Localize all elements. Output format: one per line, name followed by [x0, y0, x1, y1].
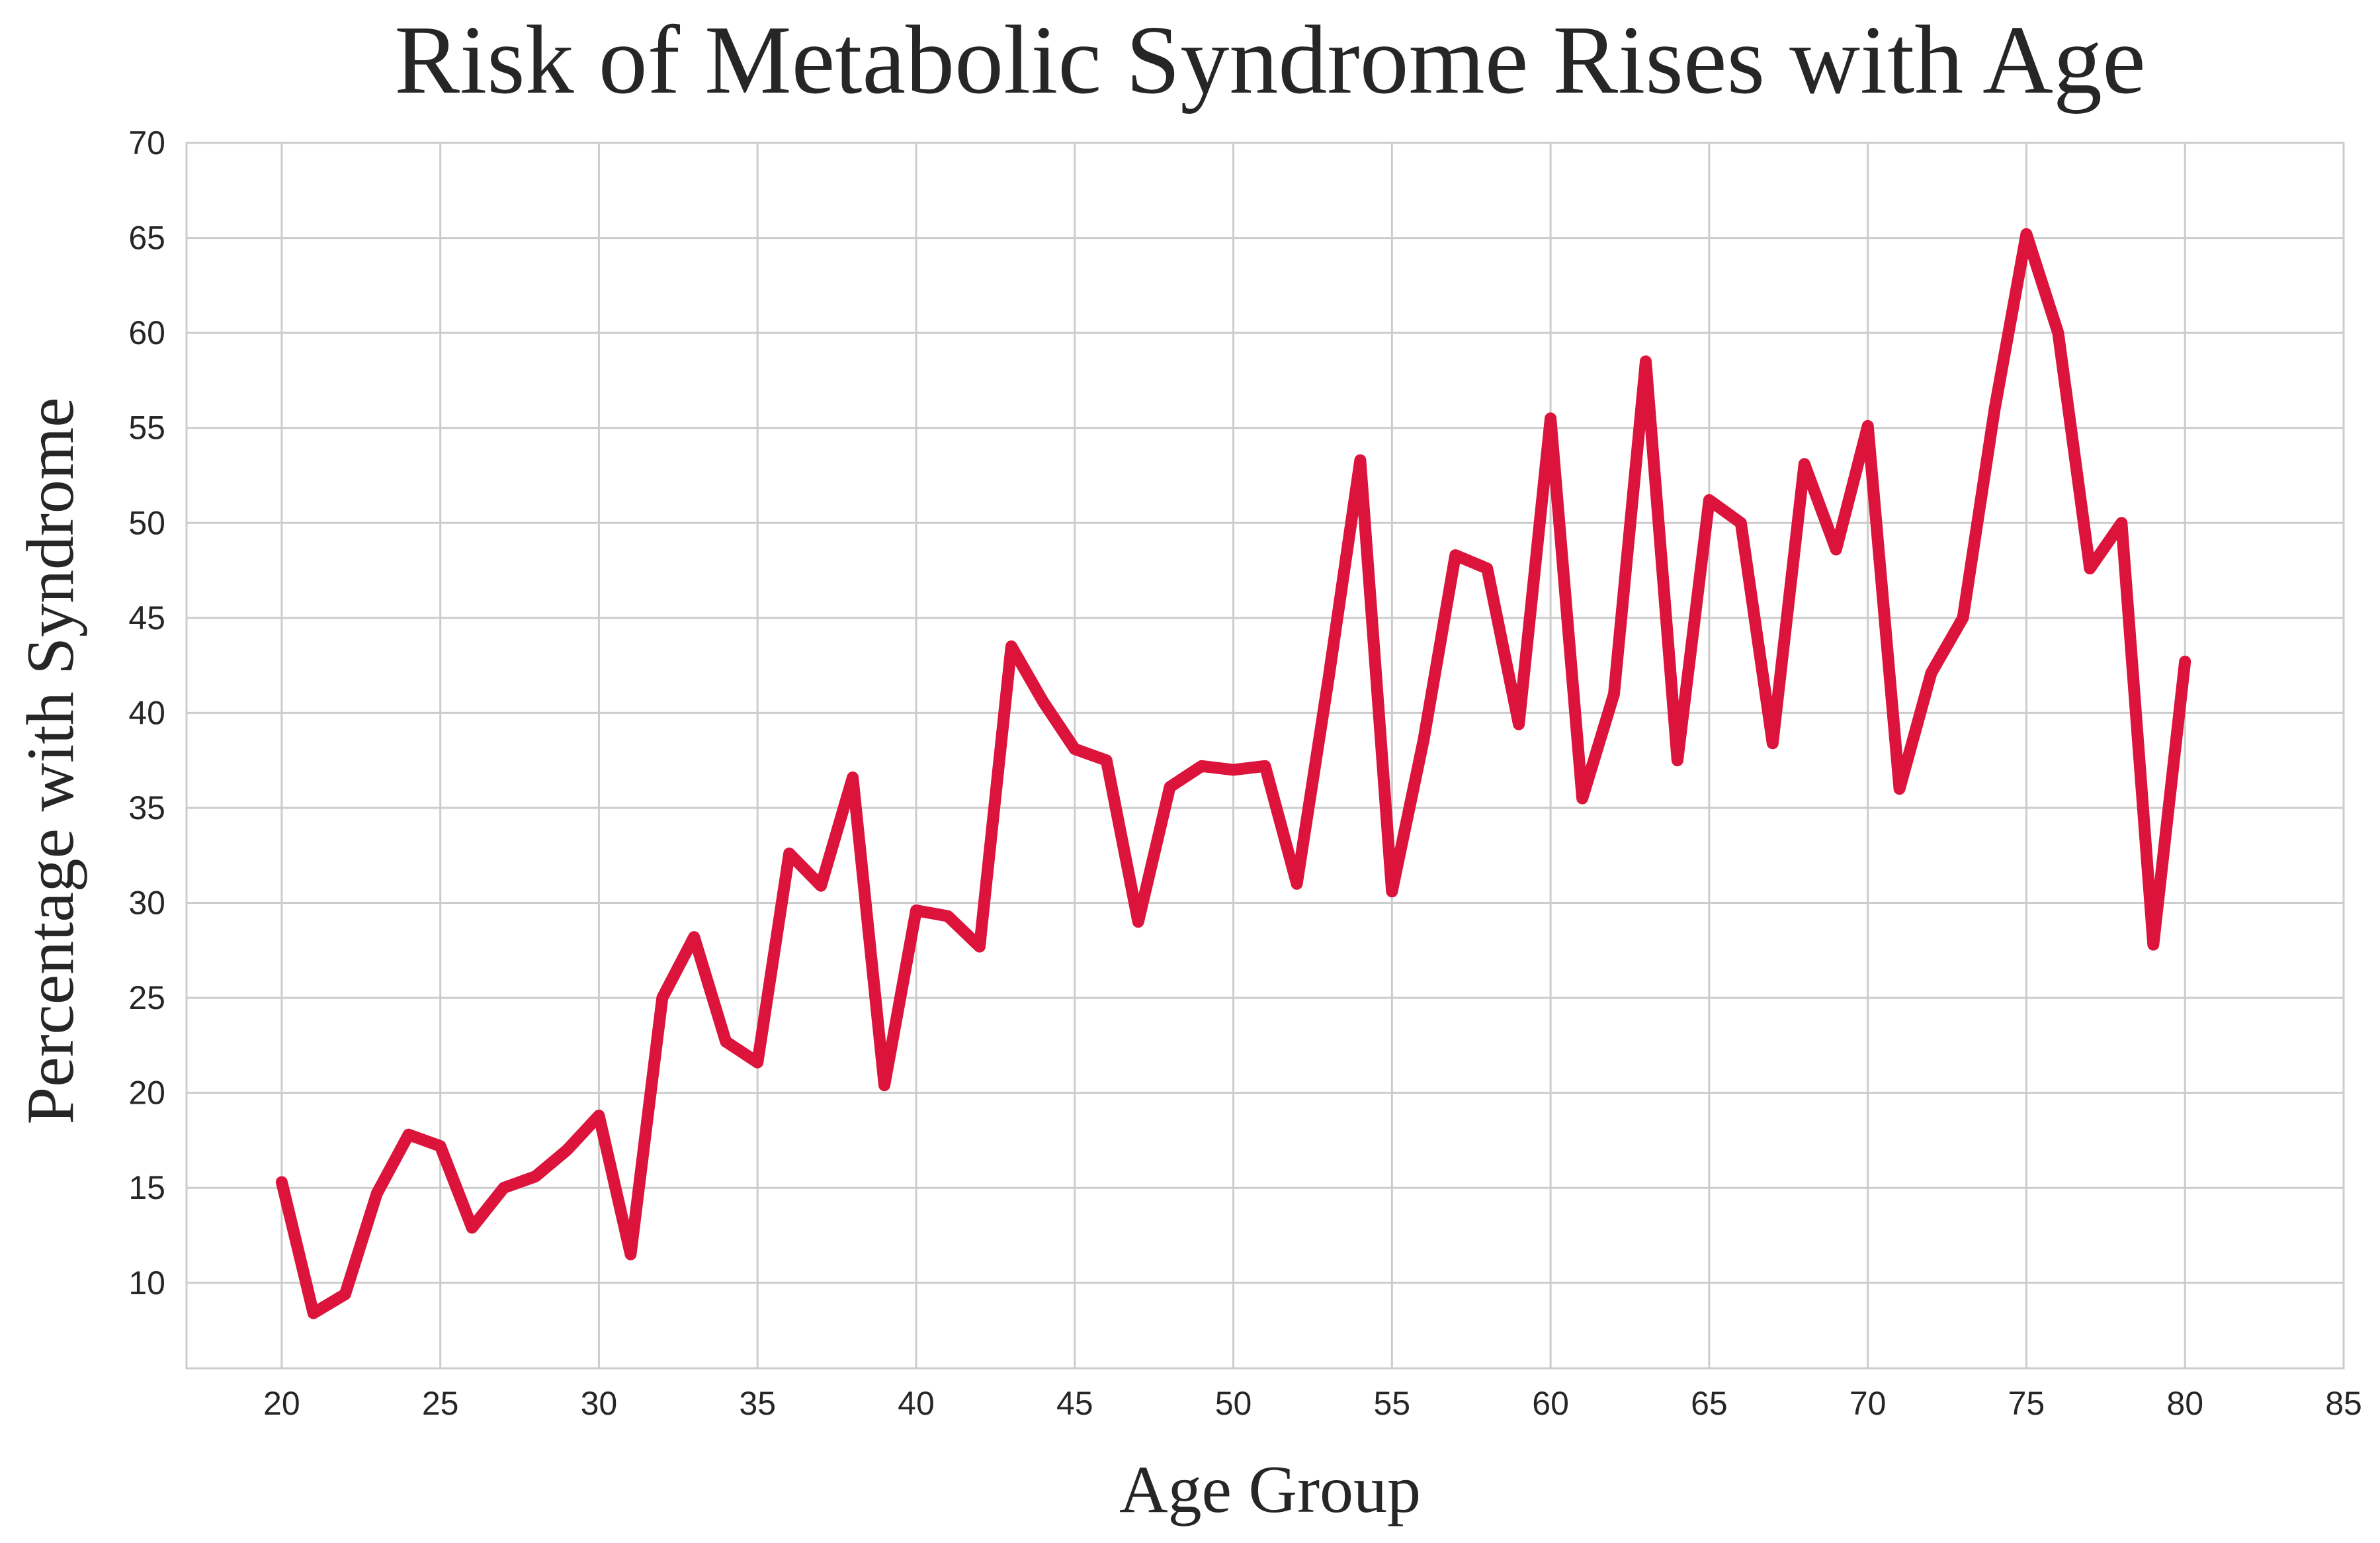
x-tick-label: 50: [1215, 1385, 1252, 1422]
y-tick-label: 20: [128, 1075, 165, 1112]
y-tick-label: 65: [128, 220, 165, 257]
series-line: [275, 228, 2191, 1319]
y-axis-label: Percentage with Syndrome: [13, 397, 88, 1124]
x-tick-label: 35: [739, 1385, 776, 1422]
x-tick-label: 30: [581, 1385, 618, 1422]
x-tick-labels: 20 25 30 35 40 45 50 55 60 65 70 75 80 85: [263, 1385, 2362, 1422]
x-tick-label: 70: [1849, 1385, 1887, 1422]
x-tick-label: 55: [1374, 1385, 1411, 1422]
chart-title: Risk of Metabolic Syndrome Rises with Ag…: [394, 6, 2145, 114]
y-tick-label: 60: [128, 314, 165, 351]
x-axis-label: Age Group: [1119, 1452, 1421, 1527]
x-tick-label: 20: [263, 1385, 300, 1422]
y-tick-label: 25: [128, 979, 165, 1016]
y-tick-label: 35: [128, 789, 165, 826]
x-tick-label: 85: [2325, 1385, 2362, 1422]
y-tick-label: 30: [128, 885, 165, 922]
y-tick-label: 55: [128, 410, 165, 447]
x-tick-label: 45: [1056, 1385, 1093, 1422]
x-tick-label: 75: [2008, 1385, 2045, 1422]
y-tick-label: 10: [128, 1264, 165, 1301]
y-tick-label: 45: [128, 599, 165, 637]
y-tick-label: 40: [128, 694, 165, 731]
x-tick-label: 40: [898, 1385, 935, 1422]
y-tick-label: 70: [128, 124, 165, 161]
y-tick-label: 50: [128, 504, 165, 541]
series-layer: [275, 228, 2191, 1319]
y-tick-labels: 10 15 20 25 30 35 40 45 50 55 60 65 70: [128, 124, 165, 1301]
x-tick-label: 80: [2166, 1385, 2203, 1422]
x-tick-label: 60: [1532, 1385, 1569, 1422]
plot-frame: [185, 142, 2345, 1370]
y-tick-label: 15: [128, 1169, 165, 1206]
x-tick-label: 25: [422, 1385, 459, 1422]
x-tick-label: 65: [1691, 1385, 1728, 1422]
